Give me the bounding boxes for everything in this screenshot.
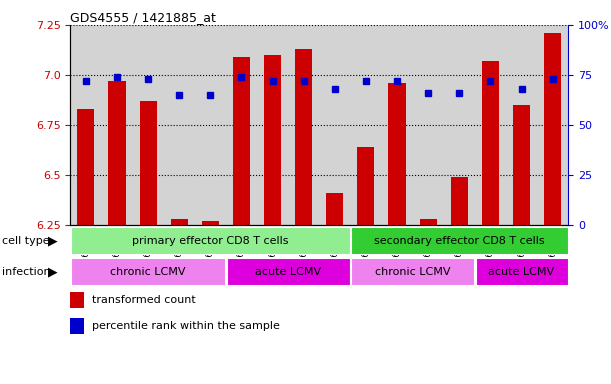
Bar <box>451 177 468 384</box>
Bar <box>71 258 226 286</box>
Bar <box>513 105 530 384</box>
Text: chronic LCMV: chronic LCMV <box>111 266 186 277</box>
Bar <box>295 49 312 384</box>
Bar <box>170 218 188 384</box>
Bar <box>233 57 250 384</box>
Bar <box>71 227 351 255</box>
Text: chronic LCMV: chronic LCMV <box>375 266 450 277</box>
Text: percentile rank within the sample: percentile rank within the sample <box>92 321 279 331</box>
Text: cell type: cell type <box>2 236 49 246</box>
Text: secondary effector CD8 T cells: secondary effector CD8 T cells <box>374 236 544 246</box>
Bar <box>351 227 569 255</box>
Bar <box>139 101 156 384</box>
Bar <box>70 292 84 308</box>
Text: infection: infection <box>2 266 51 277</box>
Bar <box>420 218 437 384</box>
Bar <box>357 147 375 384</box>
Bar <box>202 221 219 384</box>
Text: ▶: ▶ <box>48 265 58 278</box>
Bar <box>389 83 406 384</box>
Bar <box>326 193 343 384</box>
Text: acute LCMV: acute LCMV <box>488 266 555 277</box>
Bar <box>77 109 94 384</box>
Bar <box>70 318 84 334</box>
Bar <box>544 33 562 384</box>
Bar <box>482 61 499 384</box>
Bar <box>476 258 569 286</box>
Bar <box>108 81 125 384</box>
Text: primary effector CD8 T cells: primary effector CD8 T cells <box>132 236 288 246</box>
Text: transformed count: transformed count <box>92 295 196 305</box>
Bar <box>264 55 281 384</box>
Text: GDS4555 / 1421885_at: GDS4555 / 1421885_at <box>70 11 216 24</box>
Text: ▶: ▶ <box>48 235 58 247</box>
Bar <box>227 258 351 286</box>
Text: acute LCMV: acute LCMV <box>255 266 321 277</box>
Bar <box>351 258 475 286</box>
